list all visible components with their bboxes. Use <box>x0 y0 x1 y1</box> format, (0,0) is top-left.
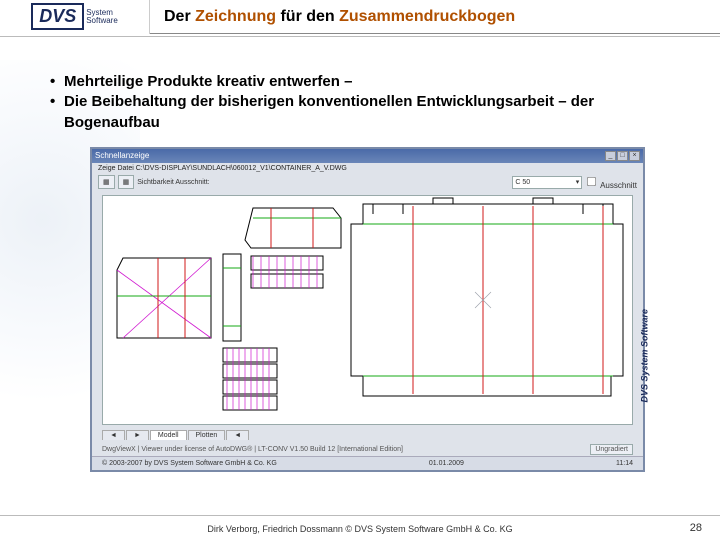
embedded-screenshot: Schnellanzeige _ □ × Zeige Datei C:\DVS-… <box>90 147 645 472</box>
status-bar: DwgViewX | Viewer under license of AutoD… <box>92 443 643 456</box>
drawing-canvas[interactable] <box>102 195 633 425</box>
page-number: 28 <box>690 522 702 534</box>
header: DVS System Software Der Zeichnung für de… <box>0 0 720 34</box>
tab-nav-prev[interactable]: ◄ <box>102 430 125 440</box>
content-area: Mehrteilige Produkte kreativ entwerfen –… <box>30 72 690 472</box>
file-path: Zeige Datei C:\DVS-DISPLAY\SUNDLACH\0600… <box>92 163 643 174</box>
footer-rule <box>0 515 720 516</box>
close-button[interactable]: × <box>629 151 640 161</box>
tab-nav-next[interactable]: ► <box>126 430 149 440</box>
bullet-item: Die Beibehaltung der bisherigen konventi… <box>50 92 690 133</box>
toolbar-button-2[interactable]: ▦ <box>118 175 135 189</box>
status-text: DwgViewX | Viewer under license of AutoD… <box>102 446 403 453</box>
tab-bar: ◄ ► Modell Plotten ◄ <box>102 430 249 440</box>
footer-text: Dirk Verborg, Friedrich Dossmann © DVS S… <box>207 524 512 534</box>
side-logo: DVS System Software <box>640 309 650 403</box>
ungraded-button[interactable]: Ungradiert <box>590 444 633 455</box>
tab-nav-end[interactable]: ◄ <box>226 430 249 440</box>
chevron-down-icon: ▾ <box>576 178 580 186</box>
window-footer: © 2003-2007 by DVS System Software GmbH … <box>92 456 643 470</box>
logo: DVS System Software <box>0 0 150 34</box>
logo-tagline: System Software <box>86 9 118 25</box>
visibility-dropdown[interactable]: C 50▾ <box>512 176 582 189</box>
toolbar-button-1[interactable]: ▦ <box>98 175 115 189</box>
bullet-item: Mehrteilige Produkte kreativ entwerfen – <box>50 72 690 92</box>
header-rule <box>0 36 720 37</box>
window-title: Schnellanzeige <box>95 151 149 160</box>
window-buttons: _ □ × <box>605 151 640 161</box>
copyright-text: © 2003-2007 by DVS System Software GmbH … <box>102 460 277 467</box>
slide-title: Der Zeichnung für den Zusammendruckbogen <box>150 8 515 26</box>
minimize-button[interactable]: _ <box>605 151 616 161</box>
toolbar: ▦ ▦ Sichtbarkeit Ausschnitt: C 50▾ Aussc… <box>92 174 643 191</box>
tab-plot[interactable]: Plotten <box>188 430 226 440</box>
cutout-checkbox[interactable]: Ausschnitt <box>585 175 637 190</box>
logo-main: DVS <box>31 3 84 30</box>
tab-model[interactable]: Modell <box>150 430 187 440</box>
maximize-button[interactable]: □ <box>617 151 628 161</box>
date-text: 01.01.2009 <box>429 460 464 467</box>
footer: Dirk Verborg, Friedrich Dossmann © DVS S… <box>0 524 720 534</box>
visibility-label: Sichtbarkeit Ausschnitt: <box>137 179 209 186</box>
time-text: 11:14 <box>616 460 633 467</box>
bullet-list: Mehrteilige Produkte kreativ entwerfen –… <box>50 72 690 133</box>
window-titlebar: Schnellanzeige _ □ × <box>92 149 643 163</box>
